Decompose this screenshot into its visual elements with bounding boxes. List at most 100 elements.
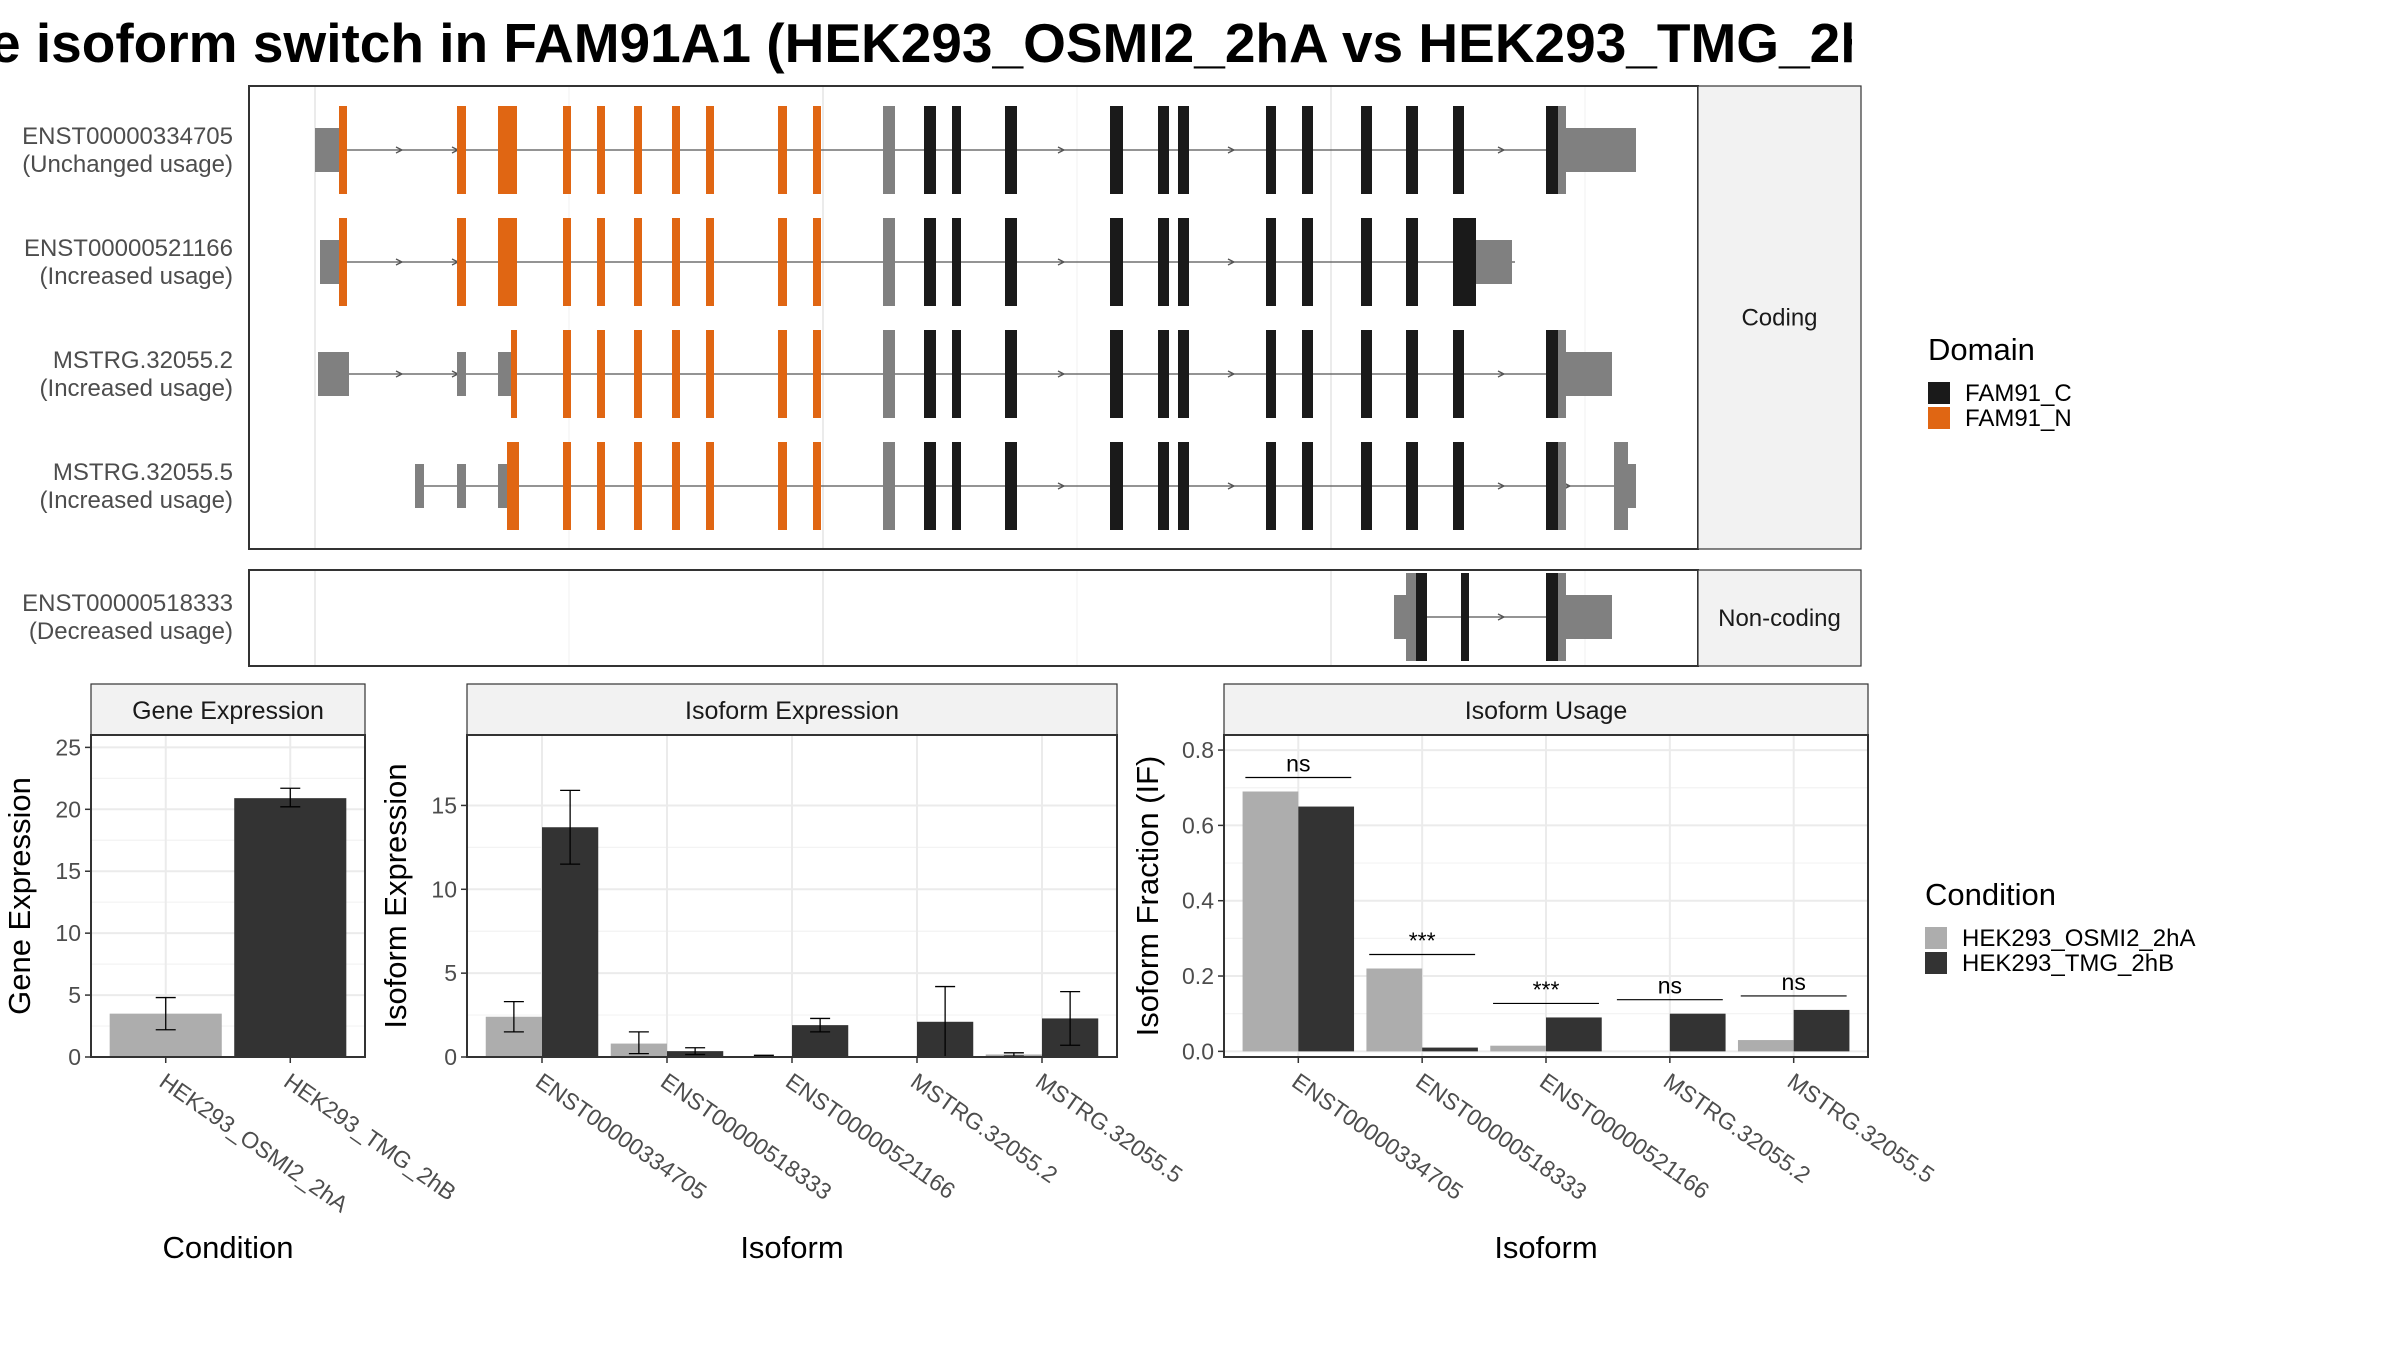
fam91-n-exon [706, 442, 714, 530]
fam91-n-exon [457, 106, 466, 194]
fam91-n-exon [563, 218, 571, 306]
utr-exon [457, 352, 466, 396]
utr-exon [315, 128, 339, 172]
y-tick-label: 15 [431, 792, 457, 818]
fam91-c-exon [952, 330, 961, 418]
fam91-c-exon [924, 442, 936, 530]
fam91-n-exon [634, 218, 642, 306]
chart-panel-border [1223, 734, 1869, 1058]
utr-exon [1566, 352, 1612, 396]
y-tick-label: 25 [55, 734, 81, 760]
fam91-c-exon [1546, 106, 1560, 194]
utr-exon [318, 352, 349, 396]
fam91-c-exon [1406, 330, 1418, 418]
fam91-c-exon [1406, 442, 1418, 530]
fam91-n-exon [778, 106, 787, 194]
fam91-c-exon [952, 218, 961, 306]
fam91-n-exon [778, 442, 787, 530]
facet-strip-title: Isoform Usage [1465, 697, 1628, 725]
fam91-n-exon [634, 442, 642, 530]
transcript-usage-label: (Increased usage) [40, 487, 233, 514]
x-axis-title: Isoform [1494, 1230, 1597, 1265]
y-tick-label: 0.4 [1182, 888, 1214, 914]
fam91-c-exon [1158, 442, 1169, 530]
fam91-c-exon [1178, 330, 1189, 418]
y-tick-label: 15 [55, 858, 81, 884]
significance-label: ns [1658, 973, 1682, 999]
transcript-label: ENST00000521166 [24, 235, 233, 262]
condition-legend-title: Condition [1925, 877, 2056, 912]
intron-arrow [395, 370, 404, 378]
fam91-n-exon [634, 330, 642, 418]
fam91-n-exon [778, 218, 787, 306]
intron-arrow [1497, 482, 1506, 490]
bar [234, 798, 347, 1057]
fam91-n-exon [813, 330, 821, 418]
utr-exon [1394, 595, 1406, 639]
utr-exon [320, 240, 339, 284]
intron-arrow [1227, 482, 1236, 490]
y-tick-label: 0 [444, 1044, 457, 1070]
y-tick-label: 10 [431, 876, 457, 902]
facet-strip-label: Non-coding [1718, 605, 1841, 632]
fam91-n-exon [498, 218, 517, 306]
fam91-n-exon [813, 218, 821, 306]
fam91-c-exon [1302, 330, 1313, 418]
intron-arrow [1227, 370, 1236, 378]
fam91-c-exon [1406, 106, 1418, 194]
fam91-c-exon [924, 330, 936, 418]
y-tick-label: 5 [444, 960, 457, 986]
fam91-c-exon [1361, 106, 1372, 194]
domain-legend-title: Domain [1928, 332, 2035, 367]
x-axis-title: Condition [163, 1230, 294, 1265]
coding-exon [883, 218, 895, 306]
y-tick-label: 0 [68, 1044, 81, 1070]
condition-legend-key [1925, 927, 1947, 949]
fam91-n-exon [339, 218, 347, 306]
significance-label: *** [1409, 927, 1436, 953]
fam91-n-exon [672, 442, 680, 530]
fam91-c-exon [1361, 330, 1372, 418]
fam91-c-exon [1406, 218, 1418, 306]
fam91-c-exon [1158, 106, 1169, 194]
significance-label: ns [1782, 969, 1806, 995]
fam91-n-exon [634, 106, 642, 194]
bar [1422, 1047, 1478, 1052]
fam91-n-exon [563, 330, 571, 418]
utr-exon [457, 464, 466, 508]
utr-exon [1476, 240, 1512, 284]
fam91-n-exon [672, 218, 680, 306]
noncoding-exon [1558, 573, 1566, 661]
bar [1242, 791, 1299, 1052]
fam91-c-exon [1266, 330, 1276, 418]
facet-strip-label: Coding [1741, 305, 1817, 332]
bar [1546, 1017, 1602, 1052]
x-axis-title: Isoform [740, 1230, 843, 1265]
fam91-c-exon [1546, 330, 1560, 418]
y-tick-label: 20 [55, 796, 81, 822]
y-axis-title: Isoform Expression [378, 763, 413, 1028]
fam91-c-exon [1546, 442, 1560, 530]
utr-exon [498, 352, 511, 396]
fam91-n-exon [563, 106, 571, 194]
fam91-c-exon [952, 106, 961, 194]
fam91-c-exon [1005, 330, 1017, 418]
intron-arrow [1497, 146, 1506, 154]
chart-panel-border [90, 734, 366, 1058]
transcript-usage-label: (Increased usage) [40, 263, 233, 290]
condition-legend-label: HEK293_OSMI2_2hA [1962, 925, 2195, 952]
transcript-label: ENST00000518333 [22, 590, 233, 617]
utr-exon [415, 464, 424, 508]
fam91-n-exon [511, 330, 517, 418]
fam91-c-exon [1546, 573, 1560, 661]
fam91-c-exon [1005, 442, 1017, 530]
condition-legend-label: HEK293_TMG_2hB [1962, 950, 2174, 977]
fam91-c-exon [1005, 218, 1017, 306]
facet-strip-isoform-expression [466, 683, 1118, 736]
facet-strip-title: Gene Expression [132, 697, 324, 725]
utr-exon [1566, 595, 1612, 639]
condition-legend-key [1925, 952, 1947, 974]
noncoding-panel [249, 570, 1698, 666]
bar [1793, 1009, 1850, 1052]
coding-exon [883, 442, 895, 530]
